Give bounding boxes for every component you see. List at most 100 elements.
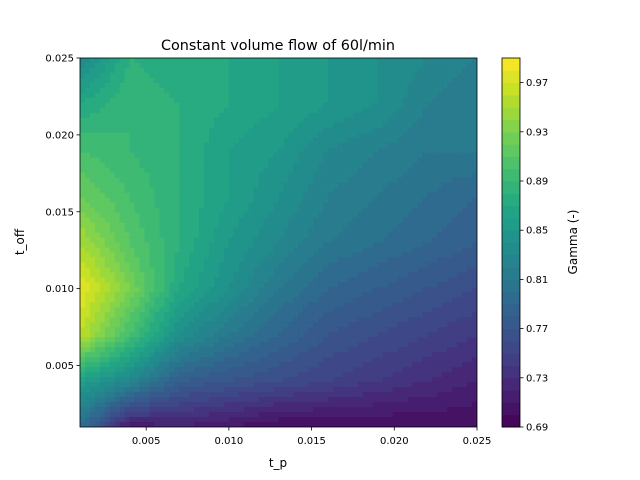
contour-cell — [164, 197, 170, 204]
contour-cell — [313, 212, 319, 219]
contour-cell — [412, 202, 419, 209]
contour-cell — [392, 292, 399, 298]
contour-cell — [412, 247, 419, 254]
contour-cell — [387, 227, 394, 234]
contour-cell — [397, 352, 404, 358]
contour-cell — [338, 142, 344, 149]
contour-cell — [213, 357, 220, 363]
contour-cell — [293, 322, 299, 328]
contour-cell — [462, 362, 468, 368]
contour-cell — [293, 272, 299, 279]
contour-cell — [164, 262, 170, 269]
contour-cell — [104, 277, 111, 283]
contour-cell — [412, 152, 419, 159]
contour-cell — [308, 257, 314, 264]
contour-cell — [134, 237, 141, 244]
contour-cell — [223, 312, 230, 318]
contour-cell — [228, 152, 235, 159]
contour-cell — [412, 327, 419, 333]
contour-cell — [189, 237, 195, 244]
contour-cell — [333, 257, 339, 264]
contour-cell — [204, 252, 210, 259]
contour-cell — [293, 317, 299, 323]
contour-cell — [303, 167, 309, 174]
contour-cell — [442, 212, 448, 219]
contour-cell — [253, 207, 260, 214]
contour-cell — [218, 337, 225, 343]
contour-cell — [129, 137, 136, 144]
contour-cell — [367, 192, 374, 199]
contour-cell — [472, 58, 477, 64]
contour-cell — [283, 127, 290, 134]
contour-cell — [228, 177, 235, 184]
contour-cell — [328, 207, 334, 214]
contour-cell — [417, 197, 424, 204]
contour-cell — [144, 292, 151, 298]
contour-cell — [323, 102, 329, 109]
contour-cell — [412, 252, 419, 259]
contour-cell — [104, 342, 111, 348]
contour-cell — [382, 327, 389, 333]
contour-cell — [372, 302, 379, 308]
contour-cell — [119, 222, 126, 229]
contour-cell — [412, 302, 419, 308]
contour-cell — [243, 247, 250, 254]
contour-cell — [427, 72, 433, 79]
contour-cell — [333, 122, 339, 129]
contour-cell — [179, 137, 185, 144]
contour-cell — [308, 237, 314, 244]
contour-cell — [467, 112, 473, 119]
contour-cell — [452, 342, 458, 348]
contour-cell — [457, 97, 463, 104]
contour-cell — [154, 67, 160, 74]
contour-cell — [228, 127, 235, 134]
contour-cell — [119, 62, 126, 69]
contour-cell — [412, 92, 419, 99]
contour-cell — [472, 132, 477, 139]
contour-cell — [442, 332, 448, 338]
contour-cell — [377, 187, 384, 194]
contour-cell — [233, 187, 240, 194]
contour-cell — [392, 182, 399, 189]
contour-cell — [457, 212, 463, 219]
contour-cell — [347, 152, 354, 159]
contour-cell — [288, 92, 294, 99]
contour-cell — [124, 302, 131, 308]
contour-cell — [268, 87, 275, 94]
contour-cell — [343, 272, 349, 279]
contour-cell — [303, 197, 309, 204]
contour-cell — [447, 152, 453, 159]
contour-cell — [328, 112, 334, 119]
contour-cell — [352, 92, 359, 99]
contour-cell — [263, 167, 270, 174]
contour-cell — [298, 322, 304, 328]
contour-cell — [323, 172, 329, 179]
contour-cell — [392, 197, 399, 204]
contour-cell — [313, 182, 319, 189]
contour-cell — [402, 87, 409, 94]
contour-cell — [328, 347, 334, 353]
contour-cell — [84, 212, 91, 219]
contour-cell — [387, 232, 394, 239]
contour-cell — [164, 337, 170, 343]
contour-cell — [442, 77, 448, 84]
contour-cell — [372, 262, 379, 269]
contour-cell — [437, 132, 443, 139]
contour-cell — [273, 197, 280, 204]
contour-cell — [169, 77, 175, 84]
contour-cell — [213, 167, 220, 174]
contour-cell — [343, 72, 349, 79]
contour-cell — [412, 87, 419, 94]
contour-cell — [248, 122, 255, 129]
contour-cell — [134, 307, 141, 313]
contour-cell — [80, 342, 86, 348]
contour-cell — [104, 58, 111, 64]
contour-cell — [392, 107, 399, 114]
contour-cell — [104, 82, 111, 89]
contour-cell — [199, 237, 205, 244]
contour-cell — [248, 207, 255, 214]
contour-cell — [134, 107, 141, 114]
contour-cell — [382, 287, 389, 293]
contour-cell — [114, 332, 121, 338]
contour-cell — [422, 112, 428, 119]
